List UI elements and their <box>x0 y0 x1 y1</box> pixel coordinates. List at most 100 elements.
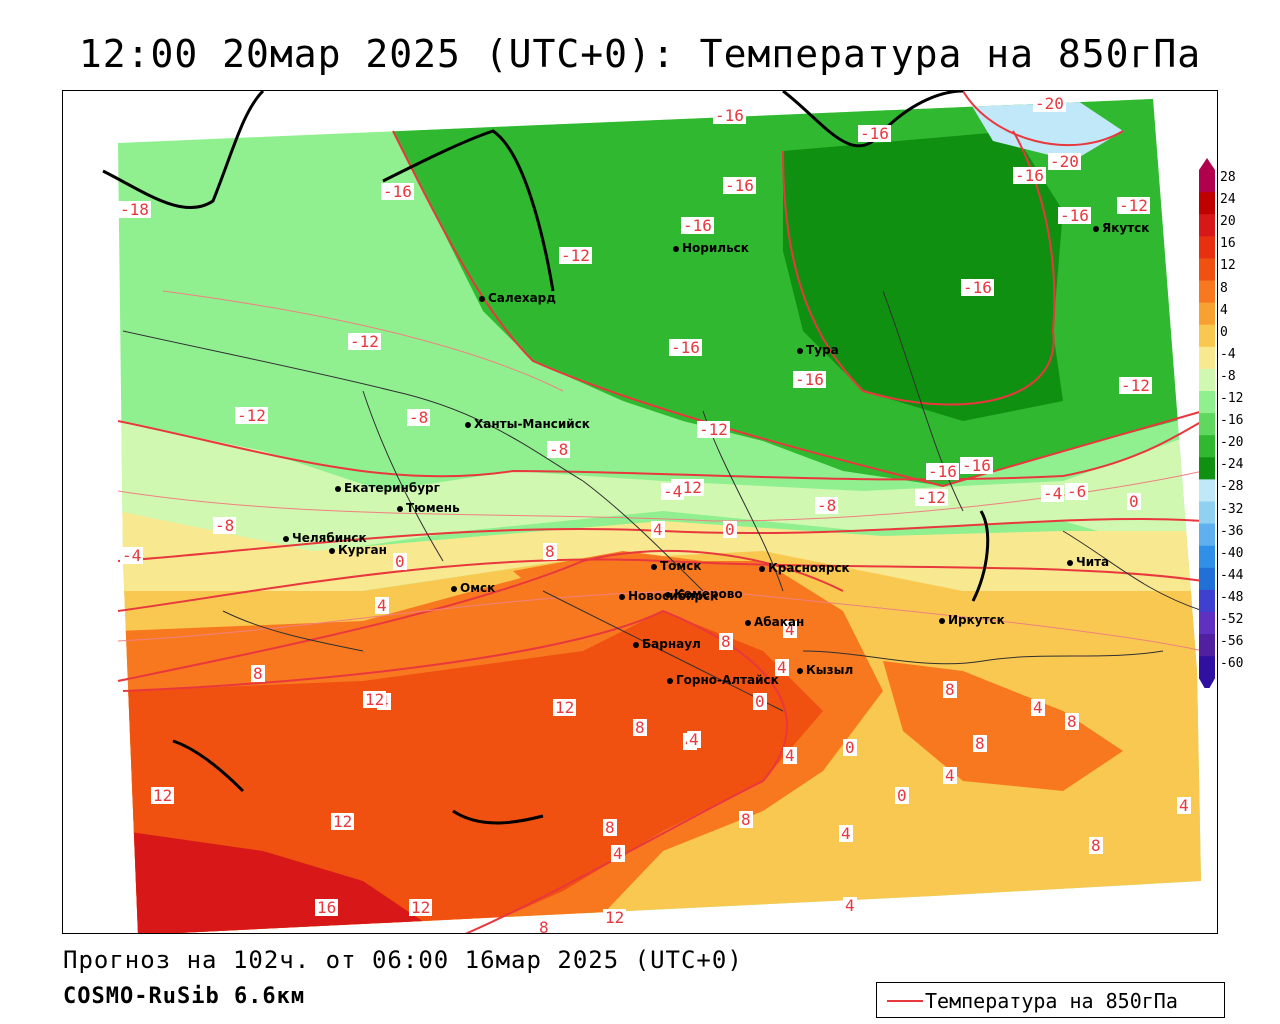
city-marker: Норильск <box>673 241 749 255</box>
isotherm-label: 4 <box>1177 796 1191 815</box>
colorbar-tick-label: 4 <box>1220 302 1228 318</box>
isotherm-label: 4 <box>783 746 797 765</box>
city-name: Чита <box>1076 555 1110 569</box>
isotherm-label: 8 <box>1065 712 1079 731</box>
city-name: Тура <box>806 343 839 357</box>
isotherm-label: -16 <box>926 462 959 481</box>
isotherm-label: 8 <box>543 542 557 561</box>
city-marker: Красноярск <box>759 561 850 575</box>
colorbar-swatch <box>1199 589 1215 613</box>
isotherm-label: 0 <box>393 552 407 571</box>
isotherm-label: 12 <box>409 898 433 917</box>
colorbar-tick-label: -36 <box>1220 523 1244 539</box>
isotherm-label: 4 <box>843 896 857 915</box>
city-dot-icon <box>479 295 485 302</box>
isotherm-label: -20 <box>1048 152 1081 171</box>
colorbar-swatch <box>1199 413 1215 436</box>
isotherm-label: 12 <box>553 698 577 717</box>
city-dot-icon <box>665 591 671 598</box>
isotherm-label: -20 <box>1033 94 1066 113</box>
map-title: 12:00 20мар 2025 (UTC+0): Температура на… <box>78 32 1202 76</box>
colorbar-swatch <box>1199 457 1215 480</box>
temperature-map: -16 -20 -16 -16 -16 -20 -16 -18 -16 -12 -16 -16 -12-… <box>62 90 1218 934</box>
colorbar-tick-label: 12 <box>1220 258 1236 274</box>
city-marker: Томск <box>651 559 702 573</box>
colorbar-swatch <box>1199 634 1215 657</box>
isotherm-label: 12 <box>363 690 387 709</box>
city-marker: Новосибирск <box>619 589 718 603</box>
city-dot-icon <box>939 617 945 624</box>
map-canvas <box>102 91 1204 933</box>
city-name: Челябинск <box>292 531 367 545</box>
isotherm-label: 8 <box>251 664 265 683</box>
colorbar-tick-label: 16 <box>1220 236 1236 252</box>
isotherm-label: 12 <box>603 908 627 927</box>
city-dot-icon <box>651 563 657 570</box>
isotherm-label: 8 <box>603 818 617 837</box>
city-dot-icon <box>1067 559 1073 566</box>
isotherm-label: 4 <box>687 730 701 749</box>
isotherm-label: 12 <box>331 812 355 831</box>
colorbar-tick-label: -52 <box>1220 612 1244 627</box>
isotherm-label: -16 <box>960 456 993 475</box>
colorbar-swatch <box>1199 545 1215 569</box>
isotherm-label: -12 <box>559 246 592 265</box>
city-marker: Кызыл <box>797 663 853 677</box>
city-name: Ханты-Мансийск <box>474 417 590 431</box>
colorbar-swatch <box>1199 501 1215 525</box>
colorbar-tick-label: -4 <box>1220 346 1236 362</box>
isotherm-label: -8 <box>815 496 839 515</box>
colorbar-tick-label: -24 <box>1220 457 1244 473</box>
colorbar-swatch <box>1199 391 1215 414</box>
admin-borders <box>122 290 1204 712</box>
isotherm-label: 4 <box>651 520 665 539</box>
forecast-info: Прогноз на 102ч. от 06:00 16мар 2025 (UT… <box>63 946 743 974</box>
isotherm-label: -8 <box>407 408 431 427</box>
colorbar-swatch <box>1199 302 1215 326</box>
city-marker: Барнаул <box>633 637 701 651</box>
colorbar-swatch <box>1199 324 1215 348</box>
colorbar-swatch <box>1199 523 1215 547</box>
isotherm-label: -16 <box>723 176 756 195</box>
city-name: Новосибирск <box>628 589 719 603</box>
isotherm-label: -12 <box>348 332 381 351</box>
colorbar-min-arrow <box>1199 678 1215 688</box>
colorbar-tick-label: -44 <box>1220 567 1244 583</box>
colorbar <box>1199 158 1215 688</box>
city-marker: Кемерово <box>665 587 743 601</box>
city-name: Якутск <box>1102 221 1150 235</box>
city-dot-icon <box>797 667 803 674</box>
city-name: Норильск <box>682 241 749 255</box>
city-marker: Абакан <box>745 615 804 629</box>
city-marker: Екатеринбург <box>335 481 440 495</box>
colorbar-tick-label: 0 <box>1220 324 1228 340</box>
isotherm-label: 4 <box>1031 698 1045 717</box>
legend-label: Температура на 850гПа <box>925 989 1178 1013</box>
city-name: Салехард <box>488 291 556 305</box>
colorbar-swatch <box>1199 435 1215 458</box>
colorbar-swatch <box>1199 280 1215 304</box>
colorbar-swatch <box>1199 479 1215 502</box>
colorbar-tick-label: -20 <box>1220 435 1244 451</box>
city-dot-icon <box>633 641 639 648</box>
isotherm-label: -8 <box>213 516 237 535</box>
isotherm-label: -8 <box>547 440 571 459</box>
isotherm-label: -16 <box>858 124 891 143</box>
city-marker: Омск <box>451 581 495 595</box>
isotherm-label: -4 <box>120 546 144 565</box>
city-dot-icon <box>465 421 471 428</box>
legend: Температура на 850гПа <box>876 982 1225 1018</box>
city-name: Томск <box>660 559 702 573</box>
isotherm-label: 4 <box>775 658 789 677</box>
city-dot-icon <box>745 619 751 626</box>
city-dot-icon <box>673 245 679 252</box>
colorbar-tick-label: -60 <box>1220 656 1244 672</box>
isotherm-label: -4 <box>661 482 685 501</box>
city-dot-icon <box>283 535 289 542</box>
colorbar-swatch <box>1199 170 1215 193</box>
isotherm-label: -18 <box>118 200 151 219</box>
isotherm-label: 0 <box>1127 492 1141 511</box>
isotherm-label: -16 <box>713 106 746 125</box>
colorbar-swatch <box>1199 656 1215 679</box>
city-name: Омск <box>460 581 496 595</box>
